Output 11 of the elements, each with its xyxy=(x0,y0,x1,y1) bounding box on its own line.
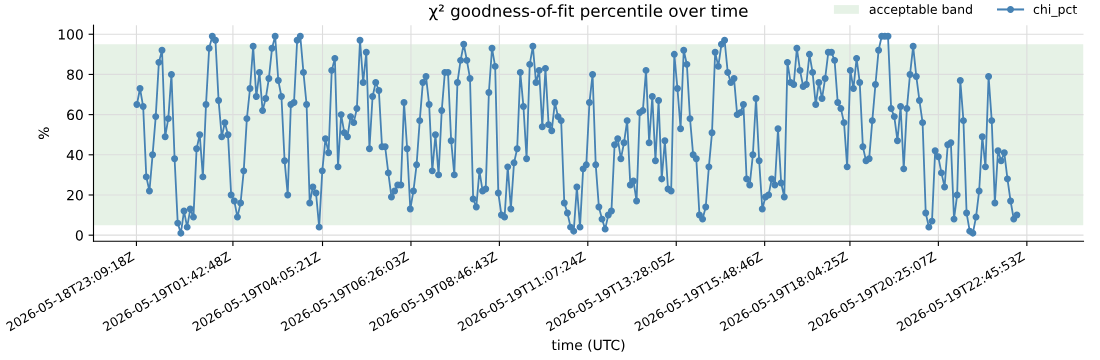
legend-label: chi_pct xyxy=(1033,4,1077,17)
y-tick-label: 100 xyxy=(58,29,83,40)
y-axis-title: % xyxy=(38,127,50,140)
x-axis-title: time (UTC) xyxy=(551,339,625,352)
chart-title: χ² goodness-of-fit percentile over time xyxy=(429,4,748,21)
y-tick-label: 0 xyxy=(75,230,83,241)
y-tick-label: 60 xyxy=(67,109,83,121)
y-tick-label: 40 xyxy=(66,149,83,161)
y-tick-label: 80 xyxy=(67,69,83,80)
y-tick-label: 20 xyxy=(67,189,83,201)
legend-label: acceptable band xyxy=(869,4,972,17)
